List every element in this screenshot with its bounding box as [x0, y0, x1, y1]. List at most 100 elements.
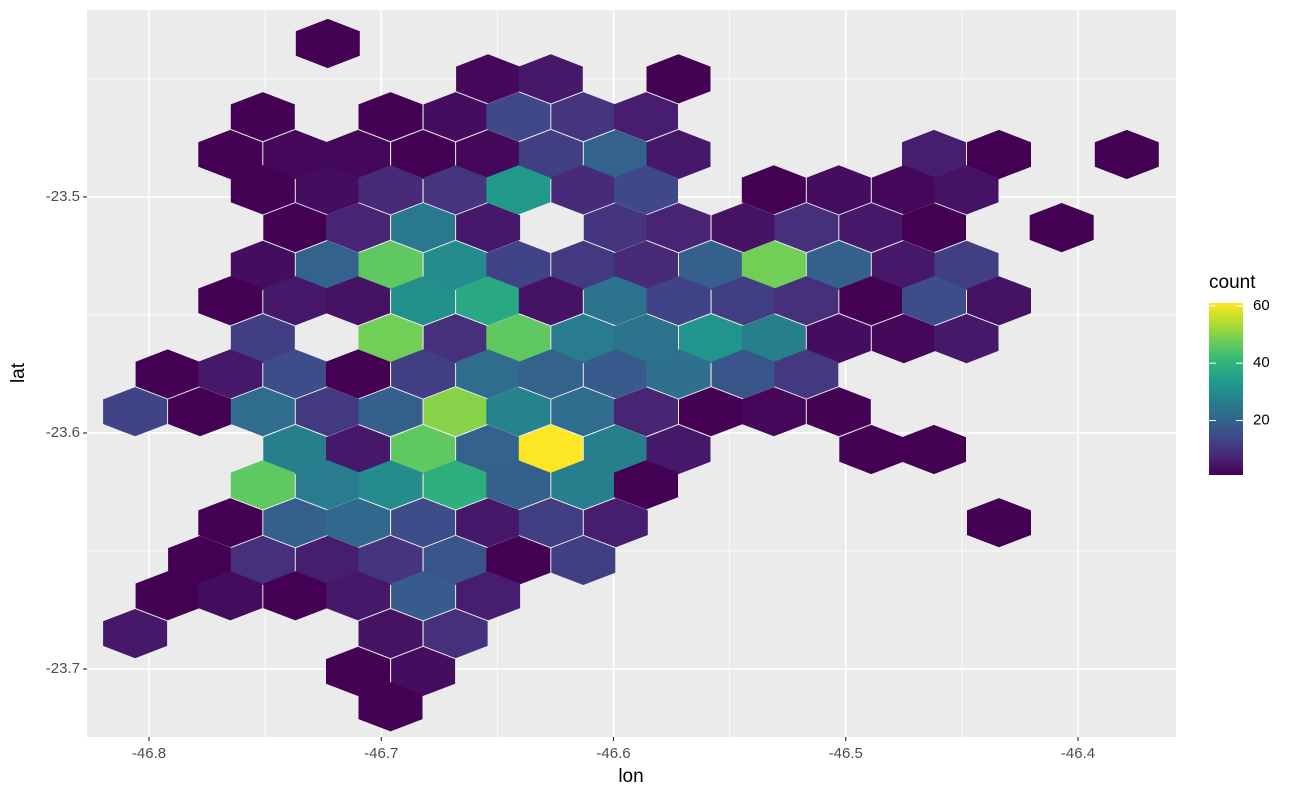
hex-bin	[423, 387, 488, 437]
hex-bin	[839, 424, 904, 475]
hex-bin	[614, 387, 678, 437]
hex-bin	[295, 240, 360, 290]
hex-bin	[456, 54, 521, 104]
hex-bin	[326, 276, 390, 326]
hex-bin	[263, 349, 328, 399]
hex-bin	[295, 387, 360, 437]
hex-bin	[358, 460, 423, 510]
hex-bin	[871, 314, 936, 364]
x-tick-label: -46.8	[132, 745, 166, 762]
x-axis-title: lon	[618, 766, 643, 787]
hex-bin	[551, 240, 616, 290]
hex-bin	[551, 460, 616, 510]
hex-bin	[391, 349, 456, 399]
hex-bin	[486, 92, 551, 142]
hex-bin	[423, 165, 488, 215]
hex-bin	[774, 203, 839, 253]
hex-bin	[583, 498, 648, 548]
hex-bin	[646, 203, 711, 253]
hex-bin	[326, 424, 390, 475]
hex-bin	[295, 535, 360, 585]
hex-bin	[391, 424, 456, 475]
hex-bin	[295, 460, 360, 510]
hex-bin	[934, 240, 999, 290]
hex-bin	[551, 535, 616, 585]
hex-bin	[806, 165, 871, 215]
hex-bin	[741, 165, 806, 215]
hex-bin	[934, 314, 999, 364]
hex-bin	[198, 571, 263, 621]
hex-bin	[423, 460, 488, 510]
hex-bin	[198, 129, 263, 180]
hex-bin	[263, 498, 328, 548]
hex-bin	[198, 498, 263, 548]
hex-bin	[423, 609, 488, 659]
hex-bin	[518, 54, 583, 104]
hex-bin	[391, 571, 456, 621]
hex-bin	[103, 387, 168, 437]
y-tick-label: -23.5	[46, 188, 80, 205]
y-axis-title: lat	[8, 362, 29, 383]
hex-bin	[456, 349, 521, 399]
x-tick-label: -46.7	[364, 745, 398, 762]
hex-bin	[456, 203, 521, 253]
hex-bin	[423, 535, 488, 585]
y-tick-label: -23.7	[46, 660, 80, 677]
hex-bin	[423, 314, 488, 364]
hex-bin	[646, 54, 711, 104]
hex-bin	[518, 424, 583, 475]
hex-bin	[135, 571, 200, 621]
x-tick-label: -46.4	[1061, 745, 1095, 762]
hex-bin	[358, 609, 423, 659]
hex-bin	[646, 129, 711, 180]
hex-bin	[614, 460, 678, 510]
hex-bin	[614, 92, 678, 142]
hex-bin	[391, 203, 456, 253]
hex-bin	[646, 276, 711, 326]
hex-bin	[902, 276, 966, 326]
hex-bin	[967, 276, 1031, 326]
hex-bin	[198, 276, 263, 326]
hex-bin	[774, 349, 839, 399]
hex-bin	[711, 276, 776, 326]
hex-bin	[518, 276, 583, 326]
hex-bin	[263, 129, 328, 180]
x-tick-label: -46.5	[829, 745, 863, 762]
hex-bin	[391, 498, 456, 548]
hex-bin	[326, 571, 390, 621]
hex-bin	[230, 240, 295, 290]
legend-tick-label: 60	[1253, 297, 1270, 314]
hex-bin	[486, 240, 551, 290]
hex-bin	[902, 203, 966, 253]
hex-bin	[679, 387, 743, 437]
hex-bin	[230, 92, 295, 142]
hex-bin	[583, 276, 648, 326]
hex-bin	[456, 424, 521, 475]
hex-bin	[646, 424, 711, 475]
hex-bin	[263, 276, 328, 326]
hex-bin	[902, 424, 966, 475]
hex-bin	[358, 240, 423, 290]
hex-bin	[614, 314, 678, 364]
hex-bin	[806, 240, 871, 290]
hex-bin	[391, 646, 456, 696]
hex-bin	[358, 682, 423, 732]
hex-bin	[711, 203, 776, 253]
hex-bin	[295, 18, 360, 69]
hex-bin	[551, 165, 616, 215]
hex-bin	[326, 349, 390, 399]
hex-bin	[486, 387, 551, 437]
hex-bin	[839, 276, 904, 326]
hex-bin	[646, 349, 711, 399]
hex-bin	[806, 387, 871, 437]
hex-bin	[198, 349, 263, 399]
hex-bin	[326, 203, 390, 253]
hex-bin	[295, 165, 360, 215]
hex-bin	[230, 165, 295, 215]
hex-bin	[1029, 203, 1094, 253]
hex-bin	[326, 129, 390, 180]
y-tick-label: -23.6	[46, 424, 80, 441]
hex-bin	[551, 314, 616, 364]
hex-bin	[486, 314, 551, 364]
